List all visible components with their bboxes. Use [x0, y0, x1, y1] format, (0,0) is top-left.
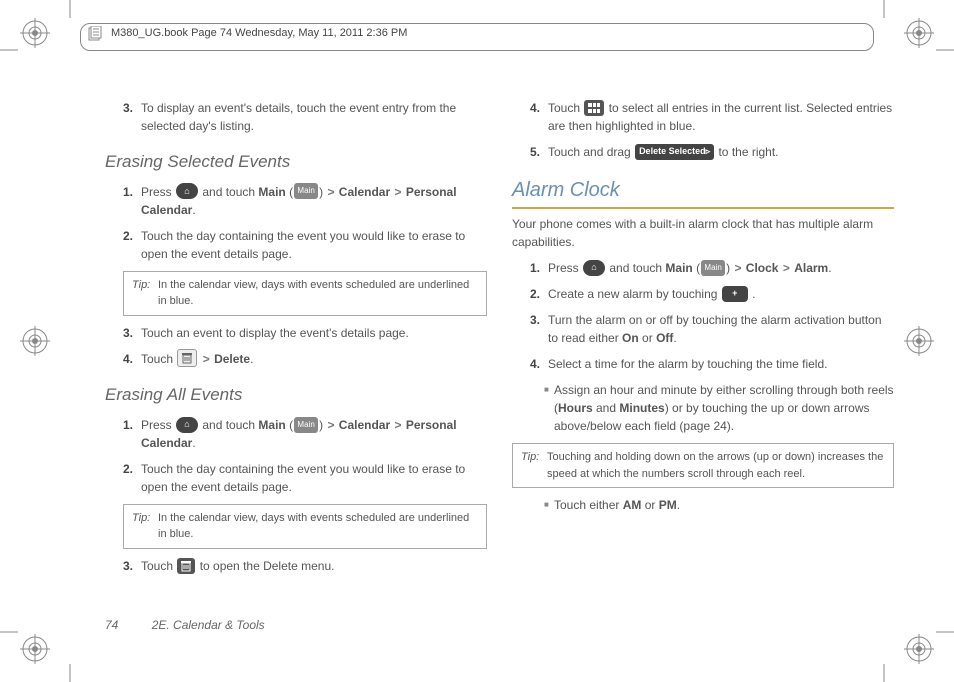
page-number: 74 [105, 618, 118, 632]
alarm-intro: Your phone comes with a built-in alarm c… [512, 215, 894, 251]
step-ea-1: 1. Press ⌂ and touch Main (Main) > Calen… [123, 416, 487, 452]
reg-mark-bot-left [20, 634, 50, 664]
reg-mark-bot-right [904, 634, 934, 664]
tip-box-2: Tip: In the calendar view, days with eve… [123, 504, 487, 549]
step-a2: 2. Create a new alarm by touching + . [530, 285, 894, 303]
step-es-2: 2. Touch the day containing the event yo… [123, 227, 487, 263]
home-icon: ⌂ [583, 260, 605, 276]
header-text: M380_UG.book Page 74 Wednesday, May 11, … [111, 27, 407, 39]
heading-erasing-selected: Erasing Selected Events [105, 149, 487, 175]
page-content: 3. To display an event's details, touch … [105, 95, 894, 607]
step-es-4: 4. Touch > Delete. [123, 350, 487, 369]
step-a4: 4. Select a time for the alarm by touchi… [530, 355, 894, 373]
home-icon: ⌂ [176, 417, 198, 433]
step-es-3: 3. Touch an event to display the event's… [123, 324, 487, 342]
trash-icon [177, 349, 197, 367]
reg-mark-mid-left [20, 326, 50, 356]
heading-erasing-all: Erasing All Events [105, 382, 487, 408]
reg-mark-top-left [20, 18, 50, 48]
section-alarm-clock: Alarm Clock [512, 175, 894, 209]
sub-am-pm: ■ Touch either AM or PM. [544, 496, 894, 514]
home-icon: ⌂ [176, 183, 198, 199]
trash-icon-dark [177, 558, 195, 574]
step-display-event: 3. To display an event's details, touch … [123, 99, 487, 135]
doc-header: M380_UG.book Page 74 Wednesday, May 11, … [80, 23, 874, 51]
step-es-1: 1. Press ⌂ and touch Main (Main) > Calen… [123, 183, 487, 219]
plus-icon: + [722, 286, 748, 302]
step-r5: 5. Touch and drag Delete Selected ▹ to t… [530, 143, 894, 161]
step-ea-3: 3. Touch to open the Delete menu. [123, 557, 487, 575]
main-icon: Main [294, 183, 318, 199]
page-footer: 74 2E. Calendar & Tools [105, 618, 265, 632]
right-column: 4. Touch to select all entries in the cu… [512, 95, 894, 607]
select-all-icon [584, 100, 604, 116]
main-icon: Main [701, 260, 725, 276]
reg-mark-top-right [904, 18, 934, 48]
chapter-title: 2E. Calendar & Tools [152, 618, 265, 632]
step-a1: 1. Press ⌂ and touch Main (Main) > Clock… [530, 259, 894, 277]
delete-selected-button: Delete Selected ▹ [635, 144, 714, 160]
tip-box-1: Tip: In the calendar view, days with eve… [123, 271, 487, 316]
step-r4: 4. Touch to select all entries in the cu… [530, 99, 894, 135]
left-column: 3. To display an event's details, touch … [105, 95, 487, 607]
step-a3: 3. Turn the alarm on or off by touching … [530, 311, 894, 347]
sub-assign-time: ■ Assign an hour and minute by either sc… [544, 381, 894, 435]
tip-box-3: Tip: Touching and holding down on the ar… [512, 443, 894, 488]
step-ea-2: 2. Touch the day containing the event yo… [123, 460, 487, 496]
main-icon: Main [294, 417, 318, 433]
reg-mark-mid-right [904, 326, 934, 356]
